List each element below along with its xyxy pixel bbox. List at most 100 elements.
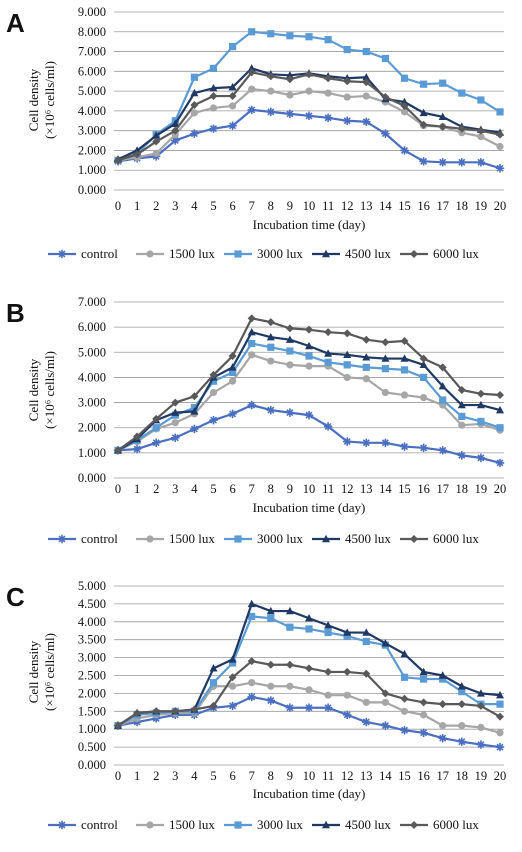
data-point <box>285 408 295 417</box>
data-point <box>400 354 409 362</box>
legend-entry: 4500 lux <box>312 246 391 261</box>
data-point <box>381 721 390 730</box>
data-point <box>419 120 428 129</box>
x-tick-label: 14 <box>379 769 392 783</box>
x-axis-title-b: Incubation time (day) <box>253 500 366 515</box>
legend-label: 1500 lux <box>169 531 215 546</box>
data-point <box>457 682 466 690</box>
data-point <box>343 329 352 338</box>
y-tick-label: 0.000 <box>78 758 106 772</box>
y-tick-label: 2.000 <box>78 686 106 700</box>
y-tick-label: 1.000 <box>78 722 106 736</box>
data-point <box>381 54 389 63</box>
legend-label: 4500 lux <box>345 817 391 832</box>
data-point <box>267 343 275 351</box>
data-point <box>420 393 428 402</box>
x-tick-label: 12 <box>341 199 354 213</box>
data-point <box>266 696 275 705</box>
data-point <box>477 417 485 426</box>
data-point <box>476 389 485 398</box>
x-tick-label: 9 <box>287 769 293 783</box>
data-point <box>438 446 447 455</box>
y-axis-title-c: Cell density (×10⁶ cells/ml) <box>26 633 57 711</box>
x-tick-label: 1 <box>134 199 140 213</box>
series-6000-lux <box>114 657 504 730</box>
data-point <box>343 667 352 676</box>
x-tick-label: 8 <box>268 199 274 213</box>
data-point <box>305 341 313 350</box>
legend-marker <box>322 820 330 829</box>
data-point <box>362 375 370 383</box>
data-point <box>381 438 390 447</box>
data-point <box>343 691 351 699</box>
data-point <box>247 314 256 323</box>
y-axis-title-line2-b: (×10⁶ cells/ml) <box>42 351 57 429</box>
data-point <box>247 105 256 115</box>
data-point <box>343 93 351 101</box>
y-axis-title-line2-a: (×10⁶ cells/ml) <box>42 61 57 139</box>
legend-entry: 3000 lux <box>224 817 303 832</box>
data-point <box>400 336 409 345</box>
legend-label: control <box>81 531 118 546</box>
x-tick-label: 1 <box>134 769 140 783</box>
data-point <box>439 79 447 87</box>
data-point <box>419 667 428 676</box>
legend-entry: 6000 lux <box>400 817 479 832</box>
data-point <box>324 328 333 337</box>
data-point <box>457 386 466 394</box>
data-point <box>248 612 256 621</box>
data-point <box>362 438 371 447</box>
data-point <box>286 347 294 355</box>
x-tick-label: 8 <box>268 769 274 783</box>
data-point <box>457 400 466 409</box>
data-point <box>362 73 371 81</box>
data-point <box>476 400 485 409</box>
data-point <box>133 150 142 159</box>
data-point <box>324 621 333 629</box>
data-point <box>152 424 160 432</box>
data-point <box>209 124 218 133</box>
data-point <box>362 92 370 100</box>
y-tick-label: 3.000 <box>78 396 106 410</box>
data-point <box>495 458 505 468</box>
y-tick-label: 7.000 <box>78 45 106 59</box>
legend-label: control <box>81 246 118 261</box>
data-point <box>267 357 275 365</box>
y-tick-label: 4.000 <box>78 370 106 384</box>
data-point <box>266 107 275 117</box>
data-point <box>285 75 294 84</box>
x-tick-label: 15 <box>398 199 411 213</box>
data-point <box>171 119 180 127</box>
data-point <box>400 97 409 106</box>
data-point <box>286 623 294 631</box>
data-point <box>438 122 447 131</box>
data-point <box>229 377 237 385</box>
data-point <box>305 625 313 633</box>
data-point <box>190 109 198 117</box>
data-point <box>381 93 390 102</box>
plot-area-b: 0.000 1.000 2.000 3.000 4.000 5.000 6.000 7.000… <box>78 295 506 496</box>
data-point <box>420 80 428 88</box>
data-point <box>457 737 466 746</box>
data-point <box>400 707 409 715</box>
data-point <box>343 77 352 86</box>
data-point <box>457 451 466 460</box>
data-point <box>496 712 504 721</box>
legend-marker <box>146 535 154 543</box>
data-point <box>419 108 428 117</box>
data-point <box>286 32 294 40</box>
y-tick-label: 2.000 <box>78 143 106 157</box>
x-tick-label: 7 <box>249 769 255 783</box>
data-point <box>419 728 428 737</box>
data-point <box>420 675 428 683</box>
panel-letter-b: B <box>6 298 25 328</box>
data-point <box>114 156 122 165</box>
y-tick-label: 5.000 <box>78 579 106 593</box>
data-point <box>247 692 256 702</box>
data-point <box>362 117 371 126</box>
data-point <box>229 682 237 690</box>
data-point <box>209 679 218 687</box>
y-tick-label: 0.500 <box>78 740 106 754</box>
y-tick-label: 2.000 <box>78 421 106 435</box>
